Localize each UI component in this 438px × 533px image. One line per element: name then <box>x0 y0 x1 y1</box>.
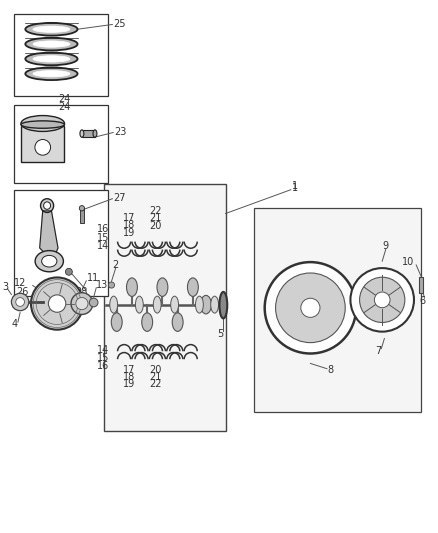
Bar <box>21 126 64 162</box>
Text: 13: 13 <box>96 279 109 289</box>
Circle shape <box>65 268 72 275</box>
Ellipse shape <box>219 292 227 318</box>
Text: 15: 15 <box>97 353 110 363</box>
Text: 1: 1 <box>292 183 298 193</box>
Text: 21: 21 <box>149 213 162 223</box>
Text: 18: 18 <box>123 372 135 382</box>
Text: 8: 8 <box>328 365 334 375</box>
Circle shape <box>89 298 98 307</box>
Text: 20: 20 <box>149 365 162 375</box>
Circle shape <box>48 295 66 312</box>
Ellipse shape <box>195 296 203 313</box>
Circle shape <box>76 297 88 310</box>
Ellipse shape <box>80 130 84 138</box>
Text: 25: 25 <box>113 19 126 29</box>
Text: 19: 19 <box>123 228 135 238</box>
Text: 4: 4 <box>11 319 18 329</box>
Ellipse shape <box>21 116 64 132</box>
Text: 9: 9 <box>382 241 389 252</box>
Ellipse shape <box>25 53 78 65</box>
Text: 27: 27 <box>113 193 126 203</box>
Bar <box>82 130 95 138</box>
Text: 23: 23 <box>114 127 127 137</box>
Text: 24: 24 <box>58 94 71 104</box>
Ellipse shape <box>41 199 53 213</box>
Text: 12: 12 <box>14 278 27 288</box>
Ellipse shape <box>33 56 70 62</box>
Text: 28: 28 <box>75 287 87 297</box>
Bar <box>14 14 108 96</box>
Bar <box>80 208 84 223</box>
Ellipse shape <box>171 296 179 313</box>
Text: 11: 11 <box>87 273 99 283</box>
Ellipse shape <box>25 38 78 51</box>
Ellipse shape <box>79 206 85 211</box>
Circle shape <box>301 298 320 317</box>
Text: 26: 26 <box>17 287 29 297</box>
Text: 16: 16 <box>97 224 110 235</box>
Circle shape <box>16 297 25 306</box>
Ellipse shape <box>211 296 219 313</box>
Text: 2: 2 <box>112 260 119 270</box>
Ellipse shape <box>25 23 78 36</box>
Text: 7: 7 <box>375 346 381 356</box>
Text: 17: 17 <box>123 213 135 223</box>
Ellipse shape <box>135 296 143 313</box>
Ellipse shape <box>172 313 183 332</box>
Text: 3: 3 <box>3 281 9 292</box>
Circle shape <box>109 282 115 288</box>
Bar <box>104 184 226 431</box>
Text: 14: 14 <box>97 241 110 252</box>
Circle shape <box>11 293 29 311</box>
Ellipse shape <box>110 296 117 313</box>
Ellipse shape <box>127 278 138 296</box>
Ellipse shape <box>35 251 64 272</box>
Ellipse shape <box>33 26 70 33</box>
Bar <box>14 105 108 183</box>
Text: 10: 10 <box>402 257 414 266</box>
Text: 15: 15 <box>97 233 110 244</box>
Circle shape <box>31 278 83 330</box>
Ellipse shape <box>21 121 64 128</box>
Text: 1: 1 <box>292 181 298 191</box>
Circle shape <box>71 293 93 314</box>
Text: 24: 24 <box>58 102 71 111</box>
Circle shape <box>35 140 50 155</box>
Ellipse shape <box>157 278 168 296</box>
Text: 19: 19 <box>123 379 135 389</box>
Text: 22: 22 <box>149 379 162 389</box>
Polygon shape <box>40 211 58 253</box>
Ellipse shape <box>153 296 161 313</box>
Ellipse shape <box>33 41 70 47</box>
Ellipse shape <box>187 278 198 296</box>
Ellipse shape <box>142 313 152 332</box>
Ellipse shape <box>25 67 78 80</box>
Bar <box>254 208 421 412</box>
Text: 16: 16 <box>97 361 110 371</box>
Bar <box>419 277 423 293</box>
Text: 5: 5 <box>218 329 224 340</box>
Ellipse shape <box>111 313 122 332</box>
Ellipse shape <box>42 255 57 267</box>
Text: 21: 21 <box>149 372 162 382</box>
Ellipse shape <box>201 295 212 314</box>
Text: 17: 17 <box>123 365 135 375</box>
Ellipse shape <box>93 130 97 138</box>
Text: 14: 14 <box>97 345 110 355</box>
Text: 20: 20 <box>149 221 162 231</box>
Bar <box>14 190 108 296</box>
Circle shape <box>350 268 414 332</box>
Circle shape <box>360 277 405 322</box>
Ellipse shape <box>44 202 50 209</box>
Text: 6: 6 <box>420 296 426 306</box>
Circle shape <box>374 292 390 308</box>
Circle shape <box>276 273 345 343</box>
Text: 18: 18 <box>123 220 135 230</box>
Text: 22: 22 <box>149 206 162 216</box>
Ellipse shape <box>33 70 70 77</box>
Circle shape <box>265 262 356 353</box>
